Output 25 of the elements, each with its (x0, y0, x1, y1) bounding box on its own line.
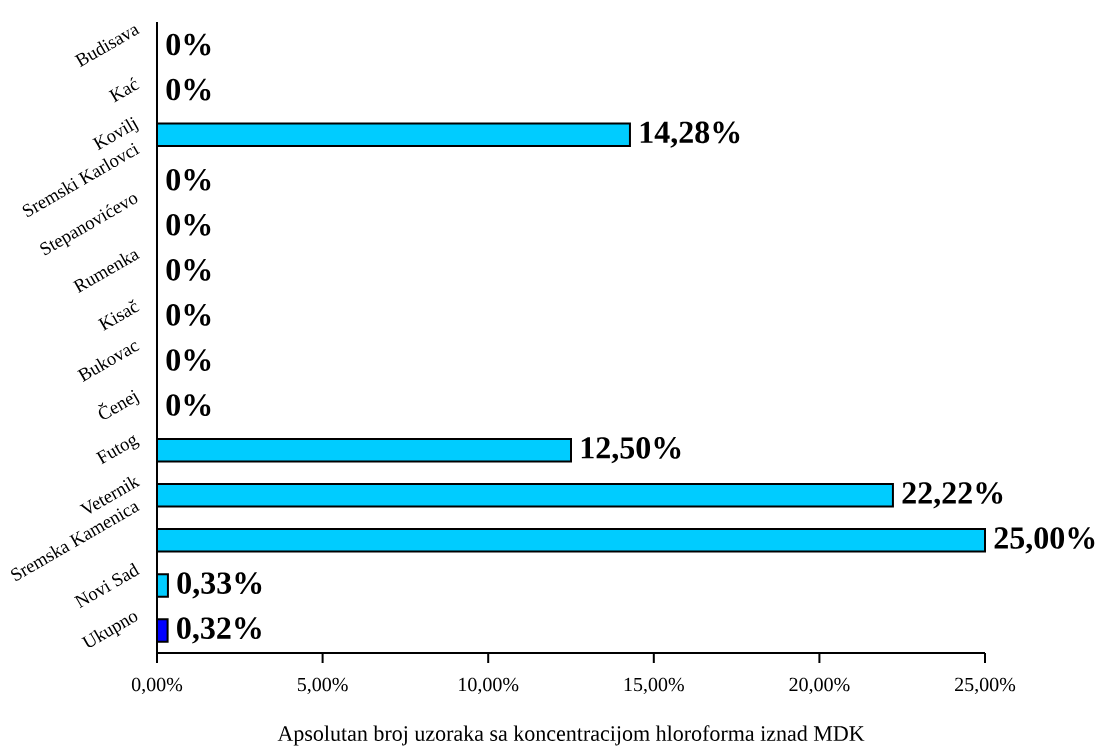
data-label: 0,32% (177, 617, 261, 644)
data-label: 0% (166, 213, 211, 236)
data-label: 0% (166, 259, 211, 281)
y-tick-label: Kać (108, 77, 140, 103)
x-axis-title: Apsolutan broj uzoraka sa koncentracijom hloroforma iznad MDK (277, 725, 865, 746)
data-label: 0% (166, 168, 211, 191)
y-tick-label: Novi Sad (73, 562, 141, 609)
x-tick-label: 25,00% (955, 677, 1016, 695)
y-tick-label: Futog (95, 435, 140, 465)
data-label: 0,33% (177, 572, 262, 599)
data-label: 0% (166, 78, 211, 101)
y-tick-label: Čenej (97, 389, 140, 419)
x-tick-label: 10,00% (459, 677, 519, 695)
data-label: 0% (166, 33, 211, 56)
data-label: 12,50% (581, 437, 681, 464)
data-label: 22,22% (902, 482, 1003, 509)
x-tick-label: 15,00% (624, 677, 684, 695)
x-tick-label: 5,00% (297, 677, 348, 695)
x-tick-label: 20,00% (789, 677, 850, 695)
data-label: 14,28% (640, 121, 740, 148)
x-tick-label: 0,00% (131, 677, 183, 695)
data-label: 0% (166, 349, 211, 371)
data-label: 25,00% (994, 527, 1095, 554)
data-label: 0% (166, 304, 211, 326)
data-label: 0% (166, 394, 211, 416)
